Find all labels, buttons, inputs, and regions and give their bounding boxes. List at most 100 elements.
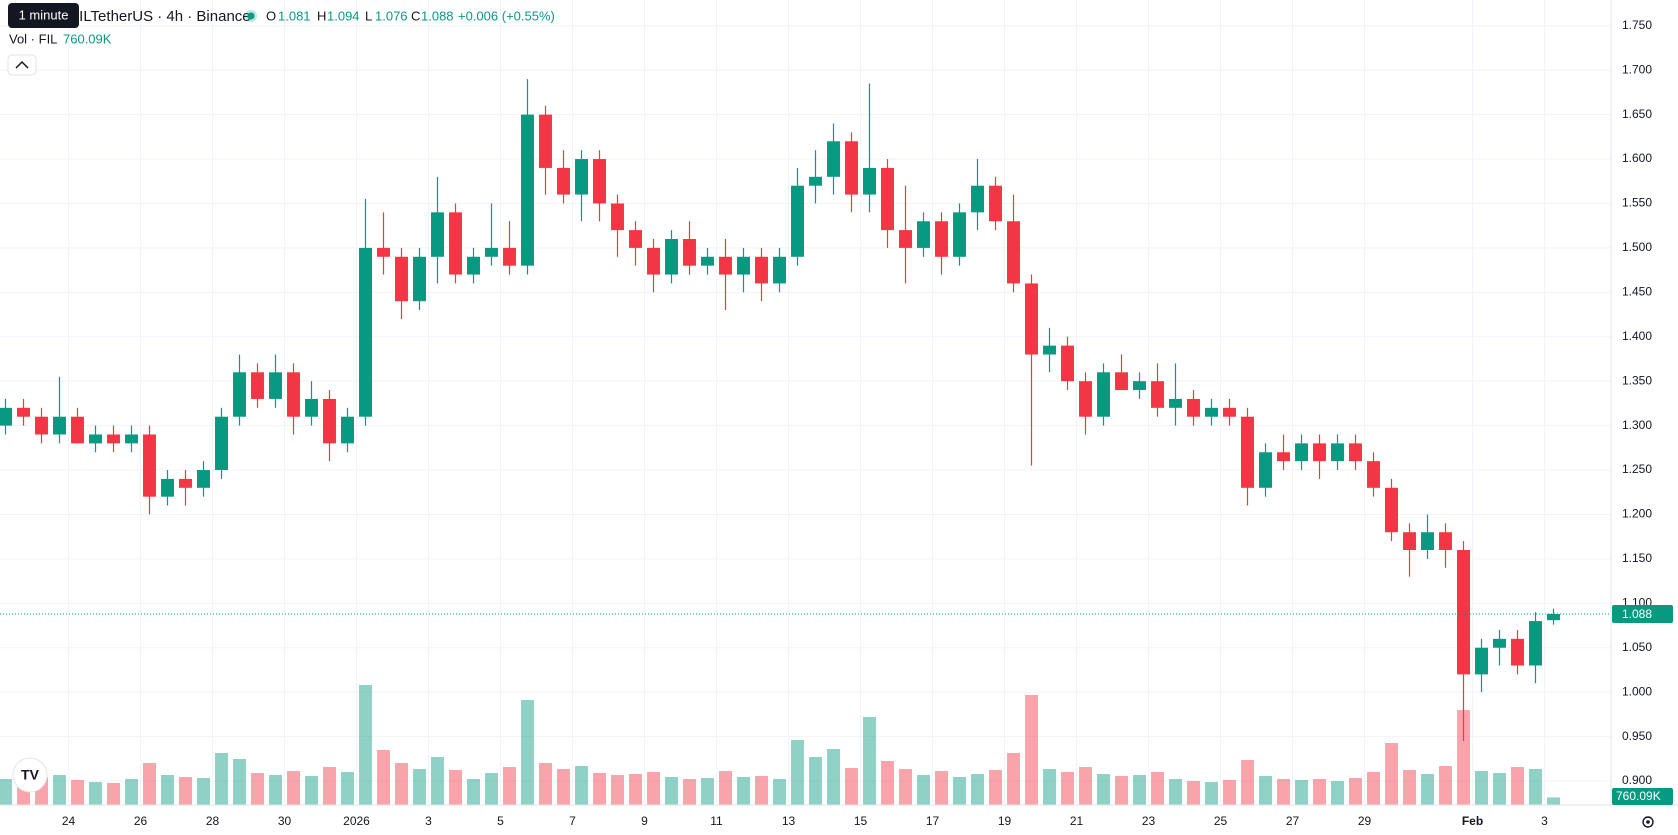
candle-body: [593, 159, 606, 204]
candle-body: [485, 247, 498, 257]
x-tick-label: 24: [62, 814, 76, 828]
y-tick-label: 1.700: [1622, 62, 1652, 76]
volume-bar: [197, 778, 210, 805]
candle-body: [1007, 221, 1020, 284]
candle-body: [305, 398, 318, 417]
candle-body: [1457, 549, 1470, 675]
volume-bar: [323, 767, 336, 805]
volume-bar: [1277, 779, 1290, 805]
caret-icon: [15, 60, 29, 69]
volume-bar: [449, 770, 462, 805]
candle-body: [881, 167, 894, 231]
candle-body: [1493, 638, 1506, 648]
candle-body: [845, 141, 858, 195]
candle-body: [1241, 416, 1254, 488]
volume-bar: [1349, 778, 1362, 805]
candle-body: [341, 416, 354, 444]
gear-center: [1646, 820, 1650, 824]
x-tick-label: 17: [926, 814, 940, 828]
last-price-label: 1.088: [1622, 607, 1652, 621]
candle-body: [1043, 345, 1056, 355]
volume-bar: [539, 763, 552, 805]
candle-body: [35, 416, 48, 435]
volume-bar: [233, 759, 246, 805]
volume-bar: [827, 749, 840, 805]
candle-body: [1025, 283, 1038, 355]
candle-body: [377, 247, 390, 257]
candle-body: [1547, 613, 1560, 621]
volume-bar: [791, 740, 804, 805]
candle-body: [449, 212, 462, 275]
candle-body: [719, 256, 732, 275]
volume-bar: [953, 777, 966, 805]
volume-value-box: [1612, 788, 1673, 805]
candle-body: [935, 221, 948, 257]
volume-bar: [1079, 767, 1092, 805]
volume-bar: [107, 783, 120, 805]
last-price-box: [1612, 604, 1673, 623]
volume-bar: [1025, 695, 1038, 805]
y-tick-label: 1.250: [1622, 462, 1652, 476]
volume-bar: [1367, 772, 1380, 805]
volume-legend-value: 760.09K: [63, 31, 112, 46]
x-tick-label: 29: [1358, 814, 1372, 828]
candle-body: [791, 185, 804, 257]
tradingview-logo[interactable]: TV: [12, 757, 48, 793]
volume-bar: [305, 776, 318, 805]
volume-bar: [1529, 769, 1542, 805]
candle-body: [683, 239, 696, 266]
volume-bar: [863, 717, 876, 805]
ohlc-letter: O: [266, 8, 276, 23]
volume-bar: [1187, 781, 1200, 805]
volume-bar: [737, 777, 750, 805]
candle-body: [1115, 372, 1128, 391]
volume-bar: [467, 779, 480, 805]
candle-body: [1475, 647, 1488, 675]
volume-bar: [809, 757, 822, 805]
settings-button[interactable]: [1642, 816, 1654, 828]
volume-bar: [1115, 776, 1128, 805]
volume-bar: [521, 700, 534, 805]
candle-body: [143, 434, 156, 497]
candle-body: [269, 372, 282, 399]
candle-body: [17, 407, 30, 417]
candle-body: [197, 470, 210, 488]
x-tick-label: Feb: [1462, 814, 1483, 828]
x-tick-label: 5: [497, 814, 504, 828]
candle-body: [1169, 398, 1182, 408]
y-tick-label: 0.950: [1622, 729, 1652, 743]
y-tick-label: 1.350: [1622, 373, 1652, 387]
volume-bar: [1223, 780, 1236, 805]
candle-body: [1133, 381, 1146, 391]
candle-body: [521, 114, 534, 266]
volume-bar: [971, 774, 984, 805]
ohlc-letter: L: [365, 8, 372, 23]
candle-body: [89, 434, 102, 444]
volume-bar: [215, 753, 228, 805]
volume-bar: [701, 778, 714, 805]
volume-bar: [377, 750, 390, 805]
candle-body: [71, 416, 84, 444]
x-tick-label: 11: [710, 814, 723, 828]
tooltip: 1 minute: [19, 7, 69, 22]
candle-body: [1385, 487, 1398, 533]
x-tick-label: 13: [782, 814, 796, 828]
candle-body: [1187, 398, 1200, 417]
ohlc-value: 1.081: [278, 8, 311, 23]
volume-bar: [341, 772, 354, 805]
logo-mark: TV: [21, 767, 40, 783]
volume-bar: [89, 782, 102, 805]
volume-bar: [269, 775, 282, 805]
volume-bar: [1313, 779, 1326, 805]
candle-body: [1223, 407, 1236, 417]
status-dot: [247, 12, 255, 20]
volume-bar: [485, 773, 498, 805]
x-tick-label: 2026: [343, 814, 370, 828]
volume-bar: [413, 769, 426, 805]
x-tick-label: 15: [854, 814, 868, 828]
x-tick-label: 30: [278, 814, 292, 828]
volume-bar: [1457, 710, 1470, 805]
x-tick-label: 9: [641, 814, 648, 828]
collapse-button[interactable]: [7, 54, 37, 76]
ohlc-value: 1.088: [421, 8, 454, 23]
